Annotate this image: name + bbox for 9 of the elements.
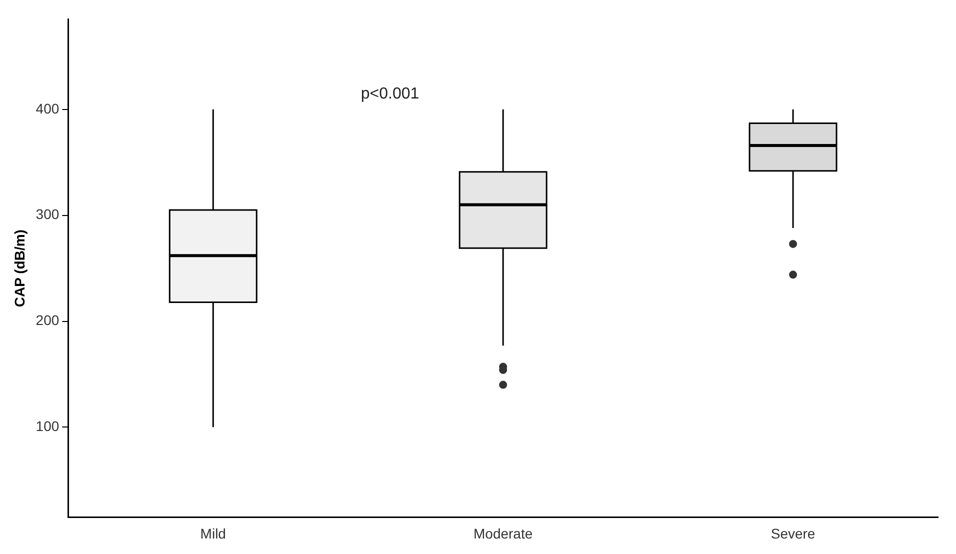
- x-tick-label: Mild: [200, 525, 226, 542]
- y-tick-label: 400: [36, 100, 60, 116]
- annotation: p<0.001: [360, 85, 420, 102]
- y-tick-label: 300: [36, 206, 60, 222]
- y-tick-label: 100: [36, 418, 60, 434]
- y-tick-label: 200: [36, 312, 60, 328]
- x-tick-label: Severe: [770, 525, 816, 542]
- y-axis-title: CAP (dB/m): [11, 230, 28, 308]
- x-tick-label: Moderate: [474, 525, 533, 542]
